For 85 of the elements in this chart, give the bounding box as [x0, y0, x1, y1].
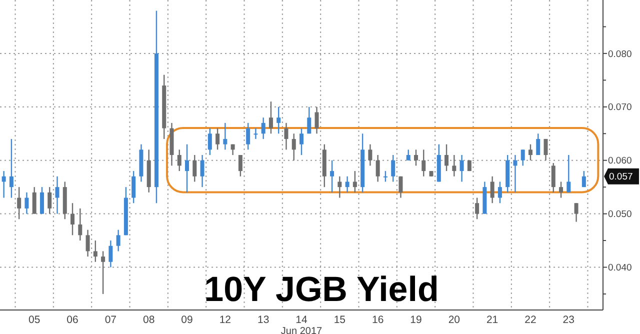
candlestick — [352, 170, 357, 194]
candlestick — [116, 229, 120, 252]
candlestick — [444, 144, 449, 172]
candlestick — [422, 149, 426, 177]
x-tick-label: 14 — [296, 314, 308, 326]
candlestick — [300, 128, 304, 156]
candlestick — [177, 149, 182, 172]
candlestick — [185, 144, 190, 194]
candlestick — [192, 154, 197, 182]
candlestick — [93, 240, 98, 262]
candlestick — [276, 106, 281, 134]
candlestick — [520, 149, 525, 166]
candlestick — [32, 186, 36, 214]
candlestick — [17, 186, 22, 220]
candlestick — [345, 176, 350, 194]
x-tick-label: 20 — [448, 314, 460, 326]
candlestick — [40, 186, 44, 214]
x-tick-label: 12 — [219, 314, 232, 326]
candlestick — [55, 176, 60, 214]
candlestick — [536, 133, 540, 156]
candlestick — [338, 176, 342, 198]
candlestick — [261, 116, 266, 140]
candlestick — [70, 202, 75, 236]
y-tick-label: 0.040 — [608, 262, 632, 274]
candlestick — [574, 202, 578, 222]
candlestick — [200, 154, 204, 188]
candlestick — [216, 128, 220, 150]
candlestick — [78, 208, 82, 242]
y-tick-label: 0.080 — [608, 48, 632, 60]
candlestick — [24, 192, 29, 214]
x-tick-label: 23 — [562, 314, 575, 326]
candlestick — [132, 170, 136, 204]
candlestick — [414, 149, 418, 166]
candlestick — [475, 197, 480, 220]
candlestick — [398, 176, 403, 198]
candlestick — [292, 133, 296, 161]
candlestick — [238, 154, 242, 177]
x-tick-label: 05 — [28, 314, 40, 326]
candlestick — [9, 138, 14, 198]
candlestick — [460, 154, 464, 182]
candlestick — [108, 240, 113, 268]
text: 0.057 — [609, 172, 633, 183]
x-axis-title: Jun 2017 — [280, 326, 323, 334]
x-tick-label: 15 — [334, 314, 346, 326]
candlestick — [376, 154, 380, 182]
candlestick — [330, 160, 334, 194]
x-tick-label: 08 — [143, 314, 155, 326]
candlestick — [452, 154, 456, 177]
candlestick — [254, 128, 258, 140]
x-tick-label: 07 — [104, 314, 117, 326]
candlestick — [498, 181, 502, 204]
candlestick — [307, 106, 312, 134]
candlestick — [406, 149, 410, 161]
candlestick — [101, 250, 106, 295]
candlestick — [490, 176, 494, 204]
candlestick — [383, 170, 388, 182]
candlestick — [2, 170, 6, 198]
candlestick — [391, 154, 396, 182]
x-tick-label: 22 — [524, 314, 536, 326]
candlestick — [86, 229, 90, 258]
candlestick — [551, 162, 556, 194]
text: 10Y JGB Yield — [204, 270, 439, 309]
candlestick — [246, 122, 250, 150]
candlestick — [528, 144, 532, 161]
candlestick — [314, 106, 319, 134]
x-tick-label: 13 — [257, 314, 270, 326]
candlestick — [544, 138, 548, 161]
candlestick — [368, 144, 372, 166]
x-tick-label: 06 — [66, 314, 79, 326]
y-tick-label: 0.060 — [608, 156, 632, 167]
x-tick-label: 21 — [486, 314, 498, 326]
x-tick-label: 19 — [410, 314, 422, 326]
candlestick — [268, 100, 273, 134]
x-tick-label: 09 — [181, 314, 193, 326]
y-tick-label: 0.050 — [608, 209, 632, 220]
candlestick — [582, 170, 586, 188]
candlestick — [223, 122, 228, 150]
candlestick — [566, 154, 571, 194]
candlestick — [208, 128, 212, 156]
x-tick-label: 16 — [372, 314, 384, 326]
y-tick-label: 0.070 — [608, 102, 632, 114]
candlestick — [284, 122, 288, 150]
candlestick — [48, 186, 52, 214]
candlestick — [513, 154, 518, 194]
candlestick — [559, 181, 564, 198]
